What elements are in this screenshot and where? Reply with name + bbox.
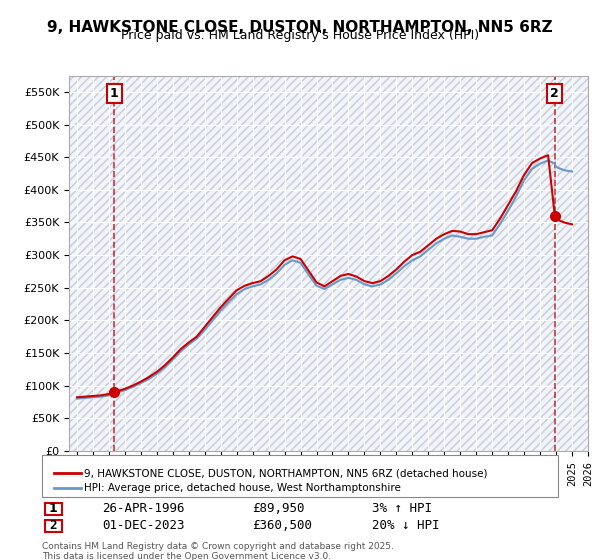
Text: 2: 2 [50,519,57,532]
Text: HPI: Average price, detached house, West Northamptonshire: HPI: Average price, detached house, West… [84,483,401,493]
Text: Contains HM Land Registry data © Crown copyright and database right 2025.
This d: Contains HM Land Registry data © Crown c… [42,542,394,560]
Text: 1: 1 [110,87,118,100]
Text: 3% ↑ HPI: 3% ↑ HPI [372,502,432,515]
Text: 1: 1 [49,502,58,515]
Text: 9, HAWKSTONE CLOSE, DUSTON, NORTHAMPTON, NN5 6RZ: 9, HAWKSTONE CLOSE, DUSTON, NORTHAMPTON,… [47,20,553,35]
Text: 01-DEC-2023: 01-DEC-2023 [102,519,185,532]
Text: 2: 2 [550,87,559,100]
Text: Price paid vs. HM Land Registry's House Price Index (HPI): Price paid vs. HM Land Registry's House … [121,29,479,42]
Text: 9, HAWKSTONE CLOSE, DUSTON, NORTHAMPTON, NN5 6RZ (detached house): 9, HAWKSTONE CLOSE, DUSTON, NORTHAMPTON,… [84,468,487,478]
Text: 26-APR-1996: 26-APR-1996 [102,502,185,515]
Text: £360,500: £360,500 [252,519,312,532]
Text: 20% ↓ HPI: 20% ↓ HPI [372,519,439,532]
Text: £89,950: £89,950 [252,502,305,515]
